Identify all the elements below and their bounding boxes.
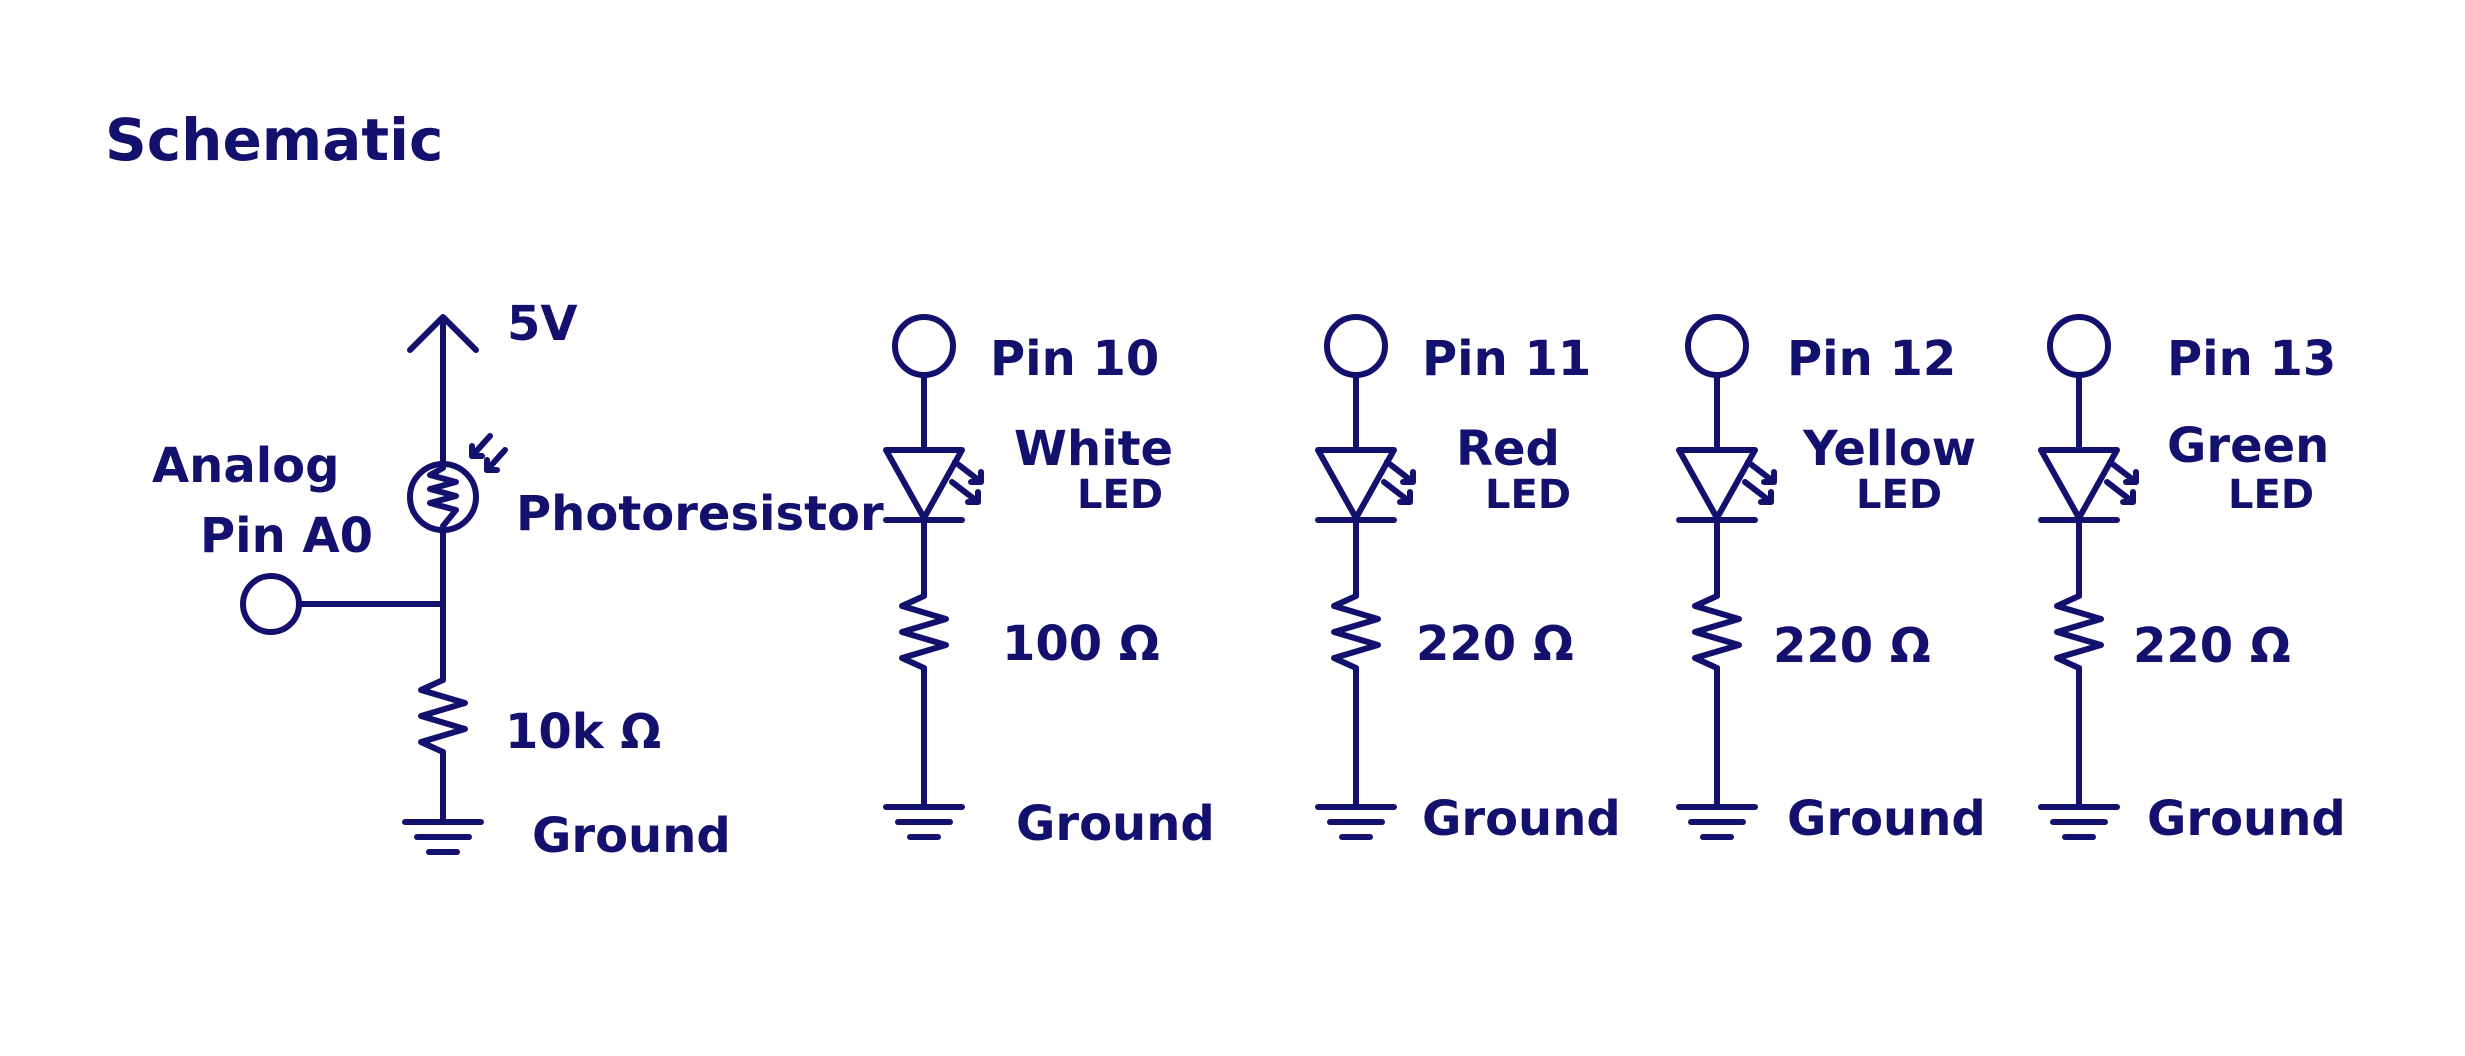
- led-symbol: [1315, 447, 1416, 523]
- resistor-10k-symbol: [418, 677, 468, 755]
- input-label-line1: Analog: [152, 438, 340, 494]
- resistor-symbol: [899, 593, 949, 671]
- pin-label: Pin 12: [1787, 331, 1956, 387]
- led-symbol: [883, 447, 984, 523]
- ground-symbol: [1315, 804, 1397, 840]
- pin-label: Pin 11: [1422, 331, 1591, 387]
- resistor-symbol: [1692, 593, 1742, 671]
- pin-node: [1685, 314, 1749, 378]
- pin-node: [2047, 314, 2111, 378]
- ground-label: Ground: [1422, 791, 1621, 847]
- ground-symbol: [2038, 804, 2120, 840]
- resistor-label: 220 Ω: [1773, 618, 1931, 674]
- led-circuit-pin-11: Pin 11 Red LED 220 Ω Ground: [1315, 314, 1621, 847]
- led-label: LED: [1485, 472, 1571, 518]
- sensor-resistor-label: 10k Ω: [505, 704, 661, 760]
- led-color-label: Yellow: [1802, 421, 1976, 477]
- led-symbol: [1676, 447, 1777, 523]
- ground-symbol: [402, 819, 484, 855]
- supply-5v-arrow: [407, 314, 479, 468]
- led-color-label: White: [1014, 421, 1173, 477]
- pin-node: [892, 314, 956, 378]
- led-symbol: [2038, 447, 2139, 523]
- led-circuit-pin-12: Pin 12 Yellow LED 220 Ω Ground: [1676, 314, 1986, 847]
- sensor-ground-label: Ground: [532, 808, 731, 864]
- resistor-symbol: [1331, 593, 1381, 671]
- ground-symbol: [1676, 804, 1758, 840]
- input-label-line2: Pin A0: [200, 508, 373, 564]
- led-label: LED: [1077, 472, 1163, 518]
- pin-label: Pin 13: [2167, 331, 2336, 387]
- pin-node: [1324, 314, 1388, 378]
- led-color-label: Red: [1456, 421, 1560, 477]
- led-circuit-pin-13: Pin 13 Green LED 220 Ω Ground: [2038, 314, 2346, 847]
- sensor-circuit: 5V Photoresistor Analog Pin A0 10k Ω Gro…: [152, 296, 884, 864]
- ground-label: Ground: [1787, 791, 1986, 847]
- analog-pin-a0-node: [240, 573, 446, 635]
- sensor-label: Photoresistor: [516, 486, 884, 542]
- supply-label: 5V: [507, 296, 578, 352]
- resistor-symbol: [2054, 593, 2104, 671]
- pin-label: Pin 10: [990, 331, 1159, 387]
- photoresistor-symbol: [407, 433, 508, 533]
- resistor-label: 220 Ω: [1416, 616, 1574, 672]
- resistor-label: 100 Ω: [1002, 616, 1160, 672]
- ground-label: Ground: [1016, 796, 1215, 852]
- led-circuit-pin-10: Pin 10 White LED 100 Ω Ground: [883, 314, 1215, 852]
- diagram-title: Schematic: [105, 106, 443, 174]
- ground-label: Ground: [2147, 791, 2346, 847]
- resistor-label: 220 Ω: [2133, 618, 2291, 674]
- led-label: LED: [2228, 472, 2314, 518]
- ground-symbol: [883, 804, 965, 840]
- led-color-label: Green: [2167, 418, 2329, 474]
- led-label: LED: [1856, 472, 1942, 518]
